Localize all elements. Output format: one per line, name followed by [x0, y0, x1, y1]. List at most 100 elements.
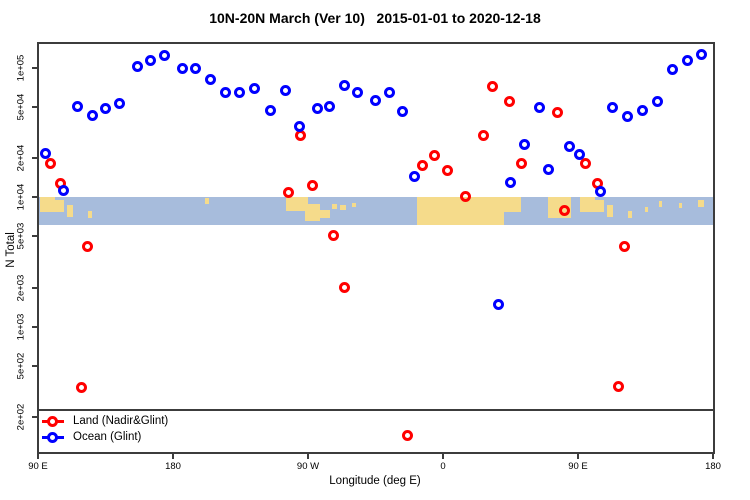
plot-area — [37, 42, 715, 454]
legend: Land (Nadir&Glint) Ocean (Glint) — [42, 413, 168, 445]
data-point-land — [338, 282, 350, 294]
map-land-patch — [320, 209, 331, 218]
map-land-patch — [658, 201, 663, 207]
map-land-patch — [87, 211, 92, 218]
ocean-marker-icon — [42, 431, 64, 443]
data-point-ocean — [370, 95, 382, 107]
legend-label-ocean: Ocean (Glint) — [73, 431, 142, 443]
data-point-ocean — [293, 121, 305, 133]
y-tick-label: 5e+03 — [15, 222, 27, 250]
x-tick — [307, 454, 309, 459]
data-point-land — [416, 160, 428, 172]
data-point-ocean — [113, 97, 125, 109]
data-point-ocean — [233, 86, 245, 98]
x-tick-label: 90 W — [296, 461, 320, 472]
x-tick — [712, 454, 714, 459]
y-tick-label: 2e+03 — [15, 274, 27, 302]
map-land-patch — [332, 204, 337, 210]
data-point-land — [327, 230, 339, 242]
data-point-land — [551, 107, 563, 119]
x-tick-label: 180 — [165, 461, 181, 472]
data-point-land — [82, 240, 94, 252]
data-point-ocean — [176, 62, 188, 74]
map-land-patch — [305, 204, 320, 221]
data-point-ocean — [504, 176, 516, 188]
data-point-ocean — [574, 148, 586, 160]
data-point-ocean — [542, 164, 554, 176]
data-point-ocean — [204, 73, 216, 85]
data-point-ocean — [383, 87, 395, 99]
data-point-land — [459, 190, 471, 202]
map-strip — [39, 197, 713, 225]
y-tick — [32, 67, 37, 69]
data-point-ocean — [563, 141, 575, 153]
y-tick-label: 1e+03 — [15, 313, 27, 340]
y-tick-label: 2e+02 — [15, 403, 27, 431]
legend-item-ocean: Ocean (Glint) — [42, 429, 168, 445]
data-point-land — [401, 430, 413, 442]
data-point-ocean — [131, 61, 143, 73]
data-point-ocean — [607, 102, 619, 114]
chart-title: 10N-20N March (Ver 10) 2015-01-01 to 202… — [209, 10, 541, 26]
map-land-patch — [339, 205, 346, 210]
map-land-patch — [698, 199, 704, 207]
map-land-patch — [678, 202, 683, 209]
map-land-patch — [645, 206, 649, 213]
y-tick — [32, 235, 37, 238]
x-tick-label: 90 E — [568, 461, 588, 472]
x-tick-label: 180 — [705, 461, 721, 472]
data-point-land — [75, 381, 87, 393]
data-point-ocean — [533, 101, 545, 113]
y-tick-label: 2e+04 — [15, 145, 27, 172]
data-point-ocean — [352, 87, 364, 99]
data-point-land — [558, 205, 570, 217]
y-tick — [32, 325, 37, 328]
map-land-patch — [417, 197, 505, 225]
x-tick — [172, 454, 174, 459]
data-point-land — [428, 149, 440, 161]
land-marker-icon — [42, 415, 64, 427]
y-tick — [32, 157, 37, 160]
y-axis-label: N Total — [5, 232, 17, 268]
data-point-land — [580, 157, 592, 169]
map-land-patch — [66, 205, 73, 217]
data-point-ocean — [595, 186, 607, 198]
y-tick-label: 1e+05 — [15, 54, 27, 82]
data-point-ocean — [637, 104, 649, 116]
data-point-ocean — [397, 106, 409, 118]
map-land-patch — [204, 198, 209, 204]
y-tick — [32, 196, 37, 199]
y-tick-label: 5e+02 — [15, 352, 27, 379]
data-point-ocean — [58, 185, 70, 197]
y-tick-label: 5e+04 — [15, 93, 27, 121]
map-land-patch — [579, 197, 595, 213]
data-point-ocean — [71, 100, 83, 112]
x-tick-label: 90 E — [28, 461, 48, 472]
data-point-ocean — [622, 111, 634, 123]
map-land-patch — [503, 197, 521, 213]
map-land-patch — [606, 205, 613, 217]
data-point-land — [295, 130, 307, 142]
reference-line — [39, 409, 713, 411]
data-point-land — [477, 129, 489, 141]
data-point-land — [442, 165, 454, 177]
data-point-land — [515, 158, 527, 170]
y-tick — [32, 286, 37, 289]
data-point-ocean — [667, 63, 679, 75]
map-land-patch — [285, 197, 308, 211]
x-tick-label: 0 — [440, 461, 446, 472]
y-tick — [32, 415, 37, 418]
data-point-ocean — [158, 49, 170, 61]
data-point-land — [618, 240, 630, 252]
data-point-ocean — [86, 110, 98, 122]
map-land-patch — [54, 199, 64, 213]
data-point-ocean — [408, 171, 420, 183]
map-land-patch — [39, 197, 55, 213]
data-point-ocean — [695, 48, 707, 60]
data-point-land — [44, 157, 56, 169]
data-point-ocean — [493, 299, 505, 311]
data-point-land — [306, 179, 318, 191]
data-point-ocean — [248, 82, 260, 94]
data-point-ocean — [100, 103, 112, 115]
